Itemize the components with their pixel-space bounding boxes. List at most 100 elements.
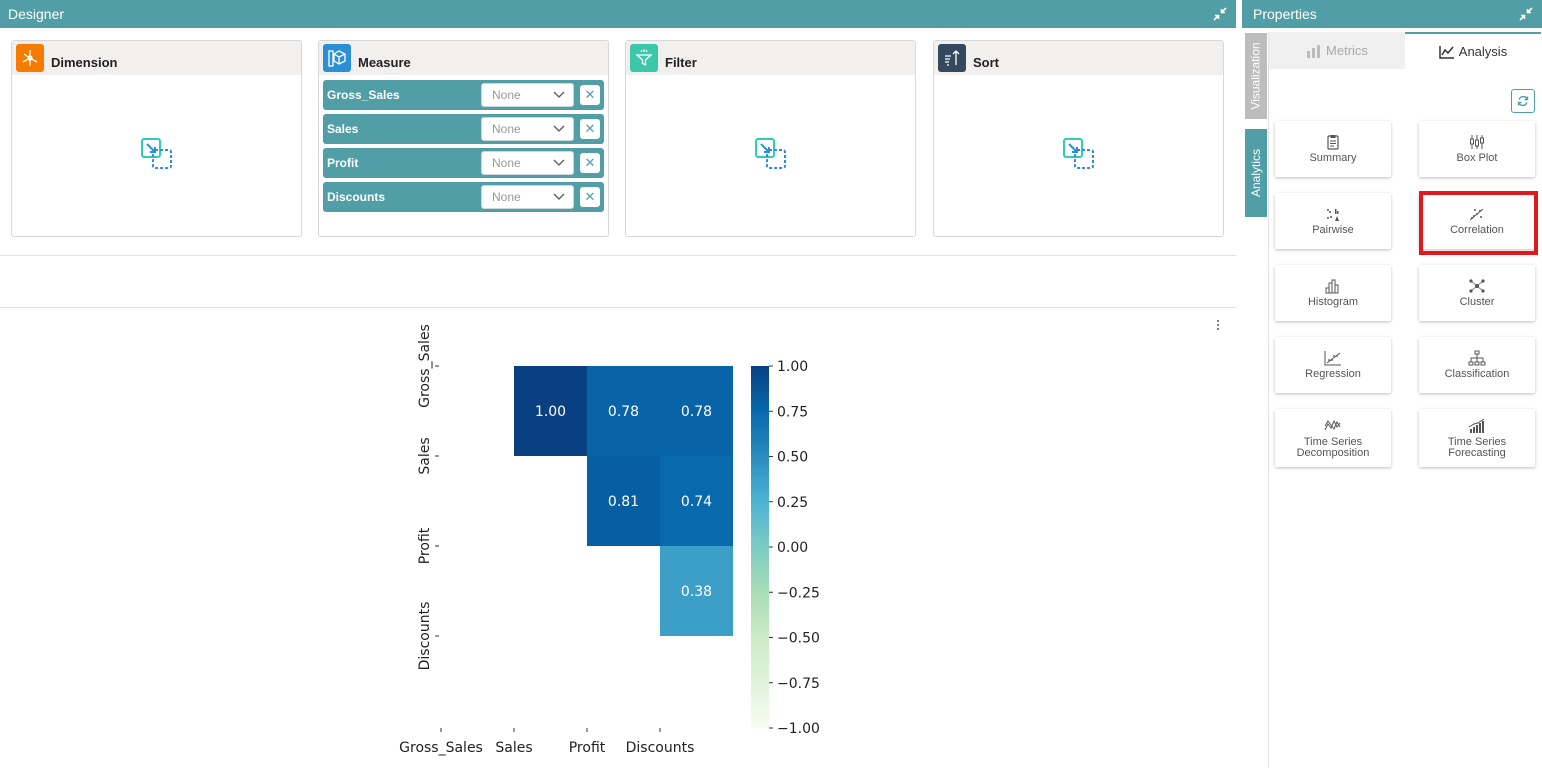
heatmap-cell-label: 0.78 [681, 404, 712, 420]
measure-shelf[interactable]: Measure Gross_Sales None ✕ Sales [318, 40, 609, 237]
aggregation-value: None [492, 122, 521, 136]
tab-visualization-label: Visualization [1249, 42, 1263, 110]
shelves: Dimension Measure Gross_Sales [11, 40, 1224, 237]
analysis-card-label: Cluster [1459, 296, 1495, 308]
refresh-button[interactable] [1511, 89, 1535, 113]
aggregation-value: None [492, 88, 521, 102]
refresh-icon [1517, 95, 1529, 107]
properties-title: Properties [1253, 6, 1317, 22]
sort-title: Sort [973, 55, 999, 70]
colorbar-tick-label: 0.50 [777, 450, 808, 466]
filter-shelf-header: Filter [626, 41, 915, 75]
tab-analysis[interactable]: Analysis [1405, 32, 1541, 69]
panel-splitter[interactable] [1236, 0, 1242, 768]
sort-shelf[interactable]: Sort [933, 40, 1224, 237]
chevron-down-icon [553, 125, 565, 133]
measure-pill-gross-sales[interactable]: Gross_Sales None ✕ [323, 80, 604, 110]
aggregation-select[interactable]: None [481, 151, 574, 175]
colorbar-tick-label: −1.00 [777, 721, 820, 737]
x-tick-label: Profit [569, 740, 606, 756]
designer-panel: Designer Dimension [0, 0, 1236, 756]
heatmap-cell-label: 0.81 [608, 494, 639, 510]
designer-title: Designer [8, 6, 65, 22]
more-options-icon[interactable] [1212, 318, 1224, 332]
analysis-card-time-series-forecasting[interactable]: Time Series Forecasting [1419, 409, 1535, 467]
heatmap-cell [514, 366, 587, 456]
drop-target-icon [140, 137, 174, 171]
dimension-shelf[interactable]: Dimension [11, 40, 302, 237]
measure-label: Sales [327, 122, 359, 136]
measure-label: Discounts [327, 190, 386, 204]
properties-header: Properties [1242, 0, 1542, 28]
correlation-icon [1469, 208, 1484, 221]
colorbar [751, 366, 769, 728]
chevron-down-icon [553, 193, 565, 201]
analysis-card-pairwise[interactable]: Pairwise [1275, 193, 1391, 249]
colorbar-tick-label: −0.75 [777, 676, 820, 692]
colorbar-tick-label: 0.00 [777, 540, 808, 556]
analysis-card-cluster[interactable]: Cluster [1419, 265, 1535, 321]
measure-pill-discounts[interactable]: Discounts None ✕ [323, 182, 604, 212]
filter-title: Filter [665, 55, 697, 70]
collapse-icon[interactable] [1518, 6, 1534, 22]
aggregation-select[interactable]: None [481, 117, 574, 141]
correlation-heatmap: 1.00 0.78 0.78 0.81 0.74 0.38 Gross_Sales Sales… [399, 324, 820, 756]
dimension-icon [16, 44, 44, 72]
tab-visualization[interactable]: Visualization [1245, 33, 1267, 119]
heatmap-cell [660, 366, 733, 456]
analysis-card-label-2: Forecasting [1448, 446, 1506, 459]
heatmap-cell-label: 0.38 [681, 584, 712, 600]
heatmap-cell-label: 0.78 [608, 404, 639, 420]
tab-analytics-label: Analytics [1249, 148, 1263, 198]
properties-panel: Properties Visualization Analytics Metri… [1242, 0, 1542, 768]
analysis-card-classification[interactable]: Classification [1419, 337, 1535, 393]
measure-label: Profit [327, 156, 359, 170]
colorbar-tick-label: 0.75 [777, 404, 808, 420]
analysis-card-histogram[interactable]: Histogram [1275, 265, 1391, 321]
remove-measure-button[interactable]: ✕ [580, 85, 600, 105]
analysis-card-time-series-decomposition[interactable]: Time Series Decomposition [1275, 409, 1391, 467]
measure-pill-sales[interactable]: Sales None ✕ [323, 114, 604, 144]
sort-shelf-header: Sort [934, 41, 1223, 75]
sort-icon [938, 44, 966, 72]
histogram-icon [1325, 279, 1339, 294]
tab-metrics-label: Metrics [1326, 43, 1368, 58]
dimension-title: Dimension [51, 55, 118, 70]
heatmap-cell [587, 366, 660, 456]
aggregation-value: None [492, 156, 521, 170]
filter-icon [630, 44, 658, 72]
tab-metrics[interactable]: Metrics [1269, 32, 1405, 69]
tab-analytics[interactable]: Analytics [1245, 129, 1267, 217]
remove-measure-button[interactable]: ✕ [580, 119, 600, 139]
colorbar-tick-label: −0.50 [777, 631, 820, 647]
analysis-card-label: Summary [1309, 152, 1357, 164]
collapse-icon[interactable] [1212, 6, 1228, 22]
analysis-card-label: Classification [1444, 368, 1510, 380]
analysis-card-label: Regression [1305, 368, 1361, 380]
filter-shelf[interactable]: Filter [625, 40, 916, 237]
aggregation-select[interactable]: None [481, 83, 574, 107]
heatmap-cell [660, 456, 733, 546]
drop-target-icon [1062, 137, 1096, 171]
box-plot-icon [1470, 135, 1484, 149]
analysis-card-box-plot[interactable]: Box Plot [1419, 121, 1535, 177]
remove-measure-button[interactable]: ✕ [580, 187, 600, 207]
analysis-icon [1439, 45, 1454, 59]
analysis-card-correlation[interactable]: Correlation [1419, 193, 1535, 249]
measure-label: Gross_Sales [327, 88, 400, 102]
measure-pill-profit[interactable]: Profit None ✕ [323, 148, 604, 178]
measure-title: Measure [358, 55, 411, 70]
heatmap-cell [660, 546, 733, 636]
time-series-decomposition-icon [1324, 419, 1341, 430]
chevron-down-icon [553, 91, 565, 99]
analysis-card-label: Pairwise [1312, 224, 1354, 236]
analysis-card-label: Time Series [1303, 435, 1363, 448]
analysis-card-regression[interactable]: Regression [1275, 337, 1391, 393]
aggregation-select[interactable]: None [481, 185, 574, 209]
analysis-card-label-2: Decomposition [1296, 446, 1370, 459]
cluster-icon [1469, 279, 1485, 293]
remove-measure-button[interactable]: ✕ [580, 153, 600, 173]
colorbar-tick-label: −0.25 [777, 585, 820, 601]
analysis-card-summary[interactable]: Summary [1275, 121, 1391, 177]
colorbar-tick-label: 1.00 [777, 359, 808, 375]
